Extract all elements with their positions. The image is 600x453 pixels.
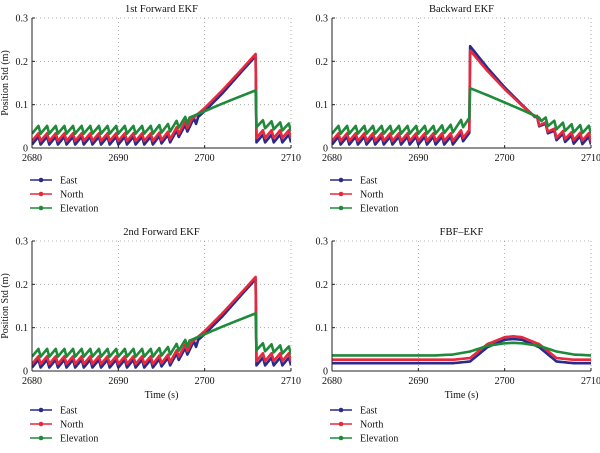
x-tick-label: 2680: [322, 376, 342, 387]
series-line-east: [32, 277, 291, 369]
y-tick-label: 0.3: [16, 237, 29, 248]
series-line-elevation: [32, 89, 291, 135]
legend-label-elevation: Elevation: [60, 434, 98, 445]
x-axis-label: Time (s): [145, 390, 179, 401]
series-line-east: [32, 54, 291, 146]
legend: East North Elevation: [30, 406, 98, 445]
legend-marker-elevation: [338, 205, 344, 211]
x-tick-label: 2680: [322, 153, 342, 164]
y-axis-label: Position Std (m): [0, 273, 11, 339]
legend-marker-elevation: [38, 205, 44, 211]
legend-label-east: East: [60, 176, 77, 187]
chart-title: FBF–EKF: [440, 227, 484, 238]
legend-label-east: East: [360, 176, 377, 187]
y-tick-label: 0.2: [16, 280, 29, 291]
series-line-elevation: [332, 341, 591, 357]
legend-marker-north: [38, 421, 44, 427]
legend-marker-east: [338, 407, 344, 413]
legend-label-north: North: [360, 420, 383, 431]
legend-label-elevation: Elevation: [360, 434, 398, 445]
chart-title: 2nd Forward EKF: [123, 227, 200, 238]
y-tick-label: 0.2: [316, 57, 329, 68]
x-tick-label: 2680: [22, 376, 42, 387]
legend: East North Elevation: [330, 406, 398, 445]
x-tick-label: 2680: [22, 153, 42, 164]
series-line-north: [32, 275, 291, 366]
legend: East North Elevation: [30, 176, 98, 215]
legend: East North Elevation: [330, 176, 398, 215]
legend-label-elevation: Elevation: [360, 204, 398, 215]
series-line-east: [332, 337, 591, 365]
legend-label-north: North: [360, 190, 383, 201]
y-tick-label: 0: [323, 367, 328, 378]
y-tick-label: 0.2: [316, 280, 329, 291]
y-tick-label: 0: [23, 144, 28, 155]
x-tick-label: 2700: [195, 376, 215, 387]
legend-marker-east: [38, 177, 44, 183]
y-tick-label: 0.1: [16, 100, 29, 111]
y-tick-label: 0.1: [316, 100, 329, 111]
y-tick-label: 0: [23, 367, 28, 378]
legend-marker-north: [38, 191, 44, 197]
legend-marker-east: [38, 407, 44, 413]
y-tick-label: 0.3: [316, 14, 329, 25]
chart-panel-3: 2680 2690 2700 2710 0 0.1 0.2 0.3 2nd Forward EK…: [0, 227, 301, 445]
chart-panel-4: 2680 2690 2700 2710 0 0.1 0.2 0.3 FBF–EKF Time (s…: [316, 227, 600, 445]
series-line-elevation: [32, 312, 291, 358]
x-tick-label: 2690: [108, 153, 128, 164]
series-line-elevation: [332, 86, 591, 135]
legend-label-elevation: Elevation: [60, 204, 98, 215]
chart-title: Backward EKF: [429, 4, 494, 15]
series-line-north: [332, 335, 591, 362]
x-tick-label: 2700: [195, 153, 215, 164]
x-tick-label: 2690: [108, 376, 128, 387]
chart-panel-2: 2680 2690 2700 2710 0 0.1 0.2 0.3 Backward EKF Ea…: [316, 4, 600, 215]
y-axis-label: Position Std (m): [0, 50, 11, 116]
y-tick-label: 0.3: [16, 14, 29, 25]
x-tick-label: 2690: [408, 376, 428, 387]
series-line-north: [32, 52, 291, 143]
y-tick-label: 0: [323, 144, 328, 155]
x-tick-label: 2710: [581, 153, 600, 164]
x-tick-label: 2700: [495, 376, 515, 387]
x-axis-label: Time (s): [445, 390, 479, 401]
legend-marker-east: [338, 177, 344, 183]
y-tick-label: 0.3: [316, 237, 329, 248]
x-tick-label: 2710: [281, 376, 301, 387]
legend-marker-elevation: [338, 435, 344, 441]
legend-label-east: East: [60, 406, 77, 417]
y-tick-label: 0.1: [16, 323, 29, 334]
legend-marker-north: [338, 191, 344, 197]
legend-marker-elevation: [38, 435, 44, 441]
legend-label-east: East: [360, 406, 377, 417]
series-line-north: [332, 49, 591, 143]
legend-label-north: North: [60, 420, 83, 431]
x-tick-label: 2690: [408, 153, 428, 164]
legend-marker-north: [338, 421, 344, 427]
chart-title: 1st Forward EKF: [125, 4, 198, 15]
legend-label-north: North: [60, 190, 83, 201]
x-tick-label: 2710: [281, 153, 301, 164]
chart-panel-1: 2680 2690 2700 2710 0 0.1 0.2 0.3 1st Forward EK…: [0, 4, 301, 215]
x-tick-label: 2710: [581, 376, 600, 387]
x-tick-label: 2700: [495, 153, 515, 164]
y-tick-label: 0.1: [316, 323, 329, 334]
y-tick-label: 0.2: [16, 57, 29, 68]
